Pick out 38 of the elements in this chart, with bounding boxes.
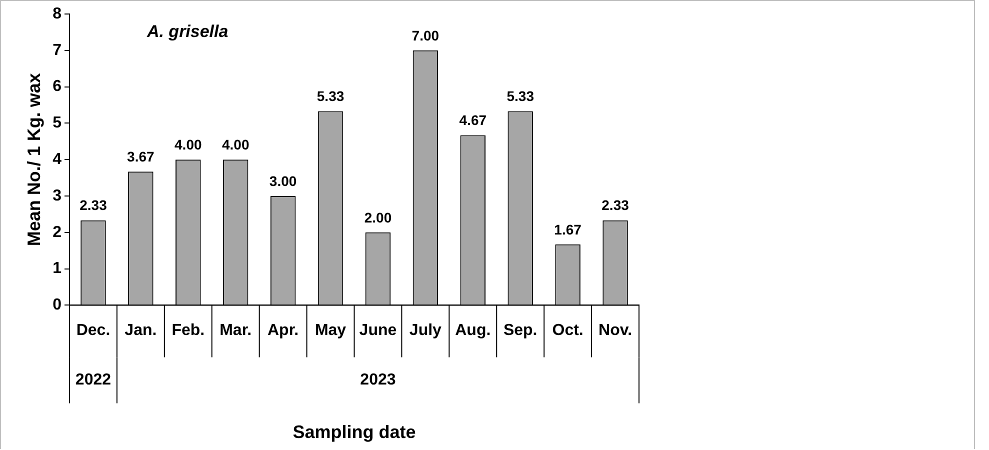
x-tick-label: Mar. bbox=[220, 322, 252, 340]
x-tick-label: Apr. bbox=[268, 322, 299, 340]
x-tick-label: Aug. bbox=[455, 322, 491, 340]
data-label: 7.00 bbox=[412, 27, 440, 44]
x-axis-title: Sampling date bbox=[292, 422, 416, 442]
x-tick-label: Feb. bbox=[172, 322, 205, 340]
data-label: 2.33 bbox=[80, 197, 108, 214]
x-tick-label: July bbox=[409, 322, 442, 340]
y-axis-title: Mean No./ 1 Kg. wax bbox=[24, 73, 44, 246]
text: A. grisella bbox=[146, 22, 228, 41]
data-label: 2.00 bbox=[364, 209, 392, 226]
y-tick-label: 0 bbox=[52, 296, 62, 314]
data-label: 3.00 bbox=[269, 172, 297, 189]
x-tick-label: Jan. bbox=[124, 322, 157, 340]
y-tick-label: 2 bbox=[52, 224, 62, 241]
x-tick-label: Dec. bbox=[76, 322, 110, 340]
data-label: 1.67 bbox=[554, 221, 582, 238]
data-label: 5.33 bbox=[506, 88, 534, 104]
data-label: 3.67 bbox=[127, 148, 155, 164]
y-tick-label: 5 bbox=[52, 114, 62, 132]
y-tick-label: 4 bbox=[52, 151, 62, 168]
y-tick-label: 6 bbox=[52, 78, 62, 96]
data-label: 4.00 bbox=[174, 136, 202, 152]
data-label: 2.33 bbox=[602, 197, 630, 214]
y-tick-label: 1 bbox=[52, 260, 62, 278]
y-tick-label: 8 bbox=[52, 5, 62, 22]
x-tick-label: Nov. bbox=[598, 322, 632, 340]
data-label: 5.33 bbox=[316, 88, 344, 104]
x-tick-label: June bbox=[359, 322, 397, 340]
text: 2023 bbox=[360, 372, 396, 389]
y-tick-label: 7 bbox=[52, 42, 62, 59]
x-tick-label: Oct. bbox=[552, 322, 584, 340]
x-tick-label: Sep. bbox=[503, 322, 538, 340]
x-tick-label: May bbox=[314, 322, 346, 340]
data-label: 4.00 bbox=[222, 136, 250, 152]
text: 2022 bbox=[75, 372, 112, 389]
y-tick-label: 3 bbox=[52, 187, 62, 204]
data-label: 4.67 bbox=[459, 112, 487, 128]
